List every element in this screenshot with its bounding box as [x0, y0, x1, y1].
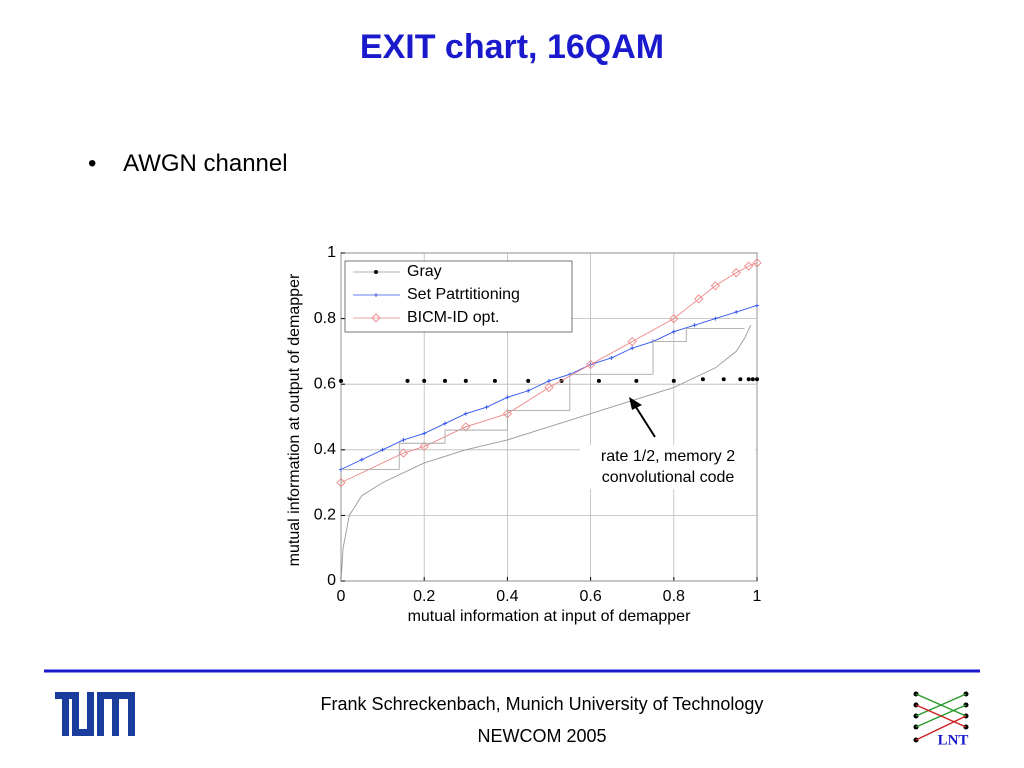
point: [380, 447, 385, 452]
x-tick-label: 0.6: [579, 588, 601, 605]
legend-box: [344, 260, 573, 333]
legend-label: Set Patrtitioning: [407, 286, 520, 303]
slide-title: EXIT chart, 16QAM: [359, 28, 665, 66]
point: [627, 336, 637, 347]
point: [692, 323, 697, 328]
point: [669, 313, 679, 324]
y-tick-label: 1: [327, 244, 336, 261]
point: [463, 411, 468, 416]
annotation: rate 1/2, memory 2: [601, 448, 735, 465]
point: [336, 477, 346, 488]
x-axis-label: mutual information at input of demapper: [408, 608, 692, 625]
point: [419, 441, 429, 452]
y-tick-label: 0.4: [314, 441, 336, 458]
point: [359, 457, 364, 462]
annotation-bg: [580, 445, 755, 489]
point: [694, 294, 704, 304]
lnt-logo: LNT: [913, 691, 969, 748]
point: [700, 377, 705, 382]
point: [547, 378, 551, 383]
x-tick-label: 1: [753, 588, 762, 605]
x-tick-label: 0.8: [663, 588, 685, 605]
point: [461, 422, 471, 432]
point: [596, 378, 601, 383]
point: [405, 378, 410, 383]
point: [422, 378, 427, 383]
tum-logo: [55, 692, 135, 736]
point: [713, 316, 718, 321]
point: [585, 359, 596, 370]
point: [744, 261, 754, 271]
point: [401, 437, 406, 442]
legend-label: BICM-ID opt.: [407, 309, 499, 326]
point: [443, 378, 447, 383]
point: [671, 329, 676, 334]
point: [746, 377, 751, 382]
legend-label: Gray: [407, 263, 442, 280]
point: [752, 258, 762, 268]
point: [484, 405, 489, 410]
x-tick-label: 0: [337, 588, 346, 605]
legend-marker: [371, 313, 381, 323]
x-tick-label: 0.4: [496, 588, 518, 605]
point: [544, 382, 554, 393]
annotation-arrowhead: [629, 397, 642, 410]
lnt-text: LNT: [938, 732, 969, 748]
point: [505, 395, 510, 400]
footer-event: NEWCOM 2005: [477, 726, 607, 746]
point: [443, 421, 447, 426]
point: [731, 268, 741, 278]
legend-marker: [374, 293, 378, 297]
point: [755, 303, 759, 308]
point: [734, 310, 739, 315]
point: [463, 378, 468, 383]
y-axis-label: mutual information at output of demapper: [286, 273, 303, 566]
point: [526, 388, 531, 393]
y-tick-label: 0: [327, 572, 336, 589]
point: [721, 377, 726, 382]
point: [422, 431, 427, 436]
point: [634, 378, 639, 383]
annotation: convolutional code: [602, 469, 735, 486]
point: [526, 378, 531, 383]
footer-author: Frank Schreckenbach, Munich University o…: [320, 694, 764, 714]
series-line: [341, 327, 745, 470]
legend-marker: [374, 270, 378, 274]
annotation-arrow: [633, 403, 656, 438]
point: [671, 378, 676, 383]
y-tick-label: 0.6: [314, 375, 336, 392]
point: [738, 377, 743, 382]
point: [609, 355, 614, 360]
bullet: • AWGN channel: [88, 150, 288, 177]
y-tick-label: 0.8: [314, 310, 336, 327]
bullet-text: AWGN channel: [123, 150, 288, 177]
y-tick-label: 0.2: [314, 507, 336, 524]
point: [492, 378, 497, 383]
point: [710, 281, 721, 291]
point: [755, 377, 759, 382]
point: [750, 377, 755, 382]
point: [398, 448, 409, 458]
series-line: [340, 324, 752, 582]
point: [339, 378, 343, 383]
x-tick-label: 0.2: [413, 588, 435, 605]
point: [630, 346, 635, 351]
